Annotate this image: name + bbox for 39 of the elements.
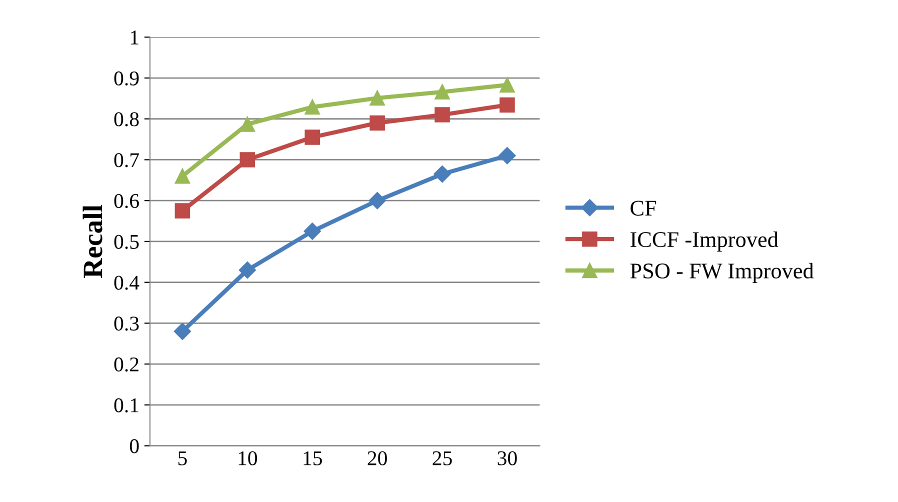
point — [498, 147, 516, 164]
y-tick-label: 0.8 — [114, 112, 139, 126]
y-tick-label: 0.5 — [114, 234, 139, 249]
point — [370, 90, 385, 106]
y-tick-label: 0.7 — [114, 153, 139, 168]
y-axis-title: Recall — [82, 204, 102, 278]
y-tick-label: 0 — [130, 439, 139, 454]
y-tick-label: 0.2 — [114, 357, 138, 372]
point — [500, 77, 515, 93]
point — [500, 97, 515, 113]
point — [304, 99, 320, 115]
x-tick-label: 5 — [178, 451, 187, 466]
y-tick-label: 0.1 — [114, 398, 138, 412]
point — [240, 152, 256, 168]
y-tick-label: 0.9 — [114, 71, 139, 86]
point — [174, 203, 190, 218]
legend-label: ICCF -Improved — [630, 231, 778, 252]
point — [240, 116, 256, 132]
point — [174, 322, 191, 340]
point — [370, 115, 385, 131]
point — [434, 107, 450, 122]
y-tick-label: 0.6 — [114, 194, 139, 208]
point — [174, 168, 190, 184]
point — [238, 262, 256, 279]
point — [368, 192, 386, 210]
legend-label: PSO - FW Improved — [630, 262, 814, 284]
x-tick-label: 25 — [432, 451, 452, 466]
y-tick-label: 0.3 — [114, 316, 139, 331]
x-tick-label: 10 — [238, 451, 258, 466]
y-tick-label: 1 — [130, 30, 138, 44]
point — [434, 84, 450, 100]
x-tick-label: 15 — [304, 451, 322, 466]
x-tick-label: 20 — [368, 451, 387, 466]
point — [434, 165, 451, 183]
point — [304, 222, 321, 240]
legend-label: CF — [630, 200, 656, 216]
y-tick-label: 0.4 — [114, 276, 140, 290]
point — [304, 130, 320, 145]
x-tick-label: 30 — [498, 451, 517, 466]
